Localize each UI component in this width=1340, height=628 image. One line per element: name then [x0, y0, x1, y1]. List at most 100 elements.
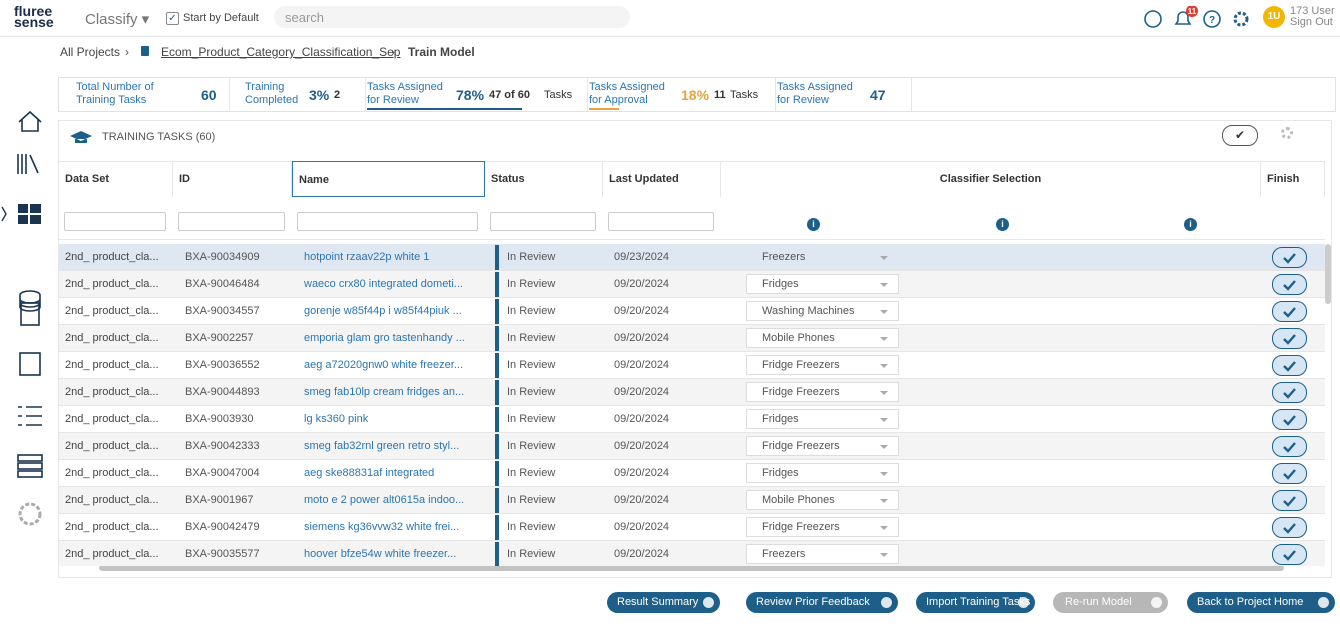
logo[interactable]: flureesense [14, 6, 54, 28]
column-filter[interactable] [608, 212, 714, 231]
breadcrumb-link[interactable]: All Projects [60, 45, 120, 59]
column-header[interactable]: Last Updated [603, 161, 721, 197]
name-cell[interactable]: hotpoint rzaav22p white 1 [304, 244, 479, 271]
finish-button[interactable] [1272, 328, 1307, 349]
classifier-dropdown[interactable]: Freezers [746, 544, 899, 564]
finish-button[interactable] [1272, 517, 1307, 538]
library-icon[interactable] [18, 154, 38, 174]
select-all-button[interactable]: ✔ [1222, 125, 1258, 146]
tasks-icon[interactable] [18, 407, 42, 425]
column-header[interactable]: Name [292, 161, 485, 197]
classifier-dropdown[interactable]: Fridge Freezers [746, 382, 899, 402]
name-cell[interactable]: smeg fab10lp cream fridges an... [304, 379, 479, 406]
v-scrollbar[interactable] [1325, 244, 1331, 304]
finish-button[interactable] [1272, 355, 1307, 376]
table-row[interactable]: 2nd_ product_cla...BXA-90044893smeg fab1… [59, 379, 1325, 406]
search-box[interactable]: search [274, 6, 630, 28]
name-cell[interactable]: moto e 2 power alt0615a indoo... [304, 487, 479, 514]
table-row[interactable]: 2nd_ product_cla...BXA-90036552aeg a7202… [59, 352, 1325, 379]
data-icon[interactable] [20, 291, 40, 311]
table-row[interactable]: 2nd_ product_cla...BXA-90042479siemens k… [59, 514, 1325, 541]
status-cell: In Review [507, 325, 597, 352]
stat-value: 78% [456, 87, 484, 103]
stat-card[interactable]: Tasks Assigned for Review78%47 of 60Task… [365, 78, 588, 111]
dataset-cell: 2nd_ product_cla... [65, 541, 169, 566]
panel-settings[interactable] [1281, 127, 1293, 139]
action-button[interactable]: Import Training Tasks [916, 592, 1035, 613]
column-header[interactable]: Finish [1261, 161, 1325, 197]
table-row[interactable]: 2nd_ product_cla...BXA-90035577hoover bf… [59, 541, 1325, 566]
date-cell: 09/20/2024 [614, 460, 714, 487]
notebook-icon[interactable] [20, 353, 40, 375]
checkbox[interactable]: ✓ [166, 12, 179, 25]
table-icon[interactable] [18, 455, 42, 461]
finish-button[interactable] [1272, 274, 1307, 295]
action-button[interactable]: Back to Project Home [1187, 592, 1335, 613]
stat-card[interactable]: Training Completed3%2 [243, 78, 366, 111]
classifier-dropdown[interactable]: Freezers [746, 247, 899, 267]
finish-button[interactable] [1272, 301, 1307, 322]
admin-icon[interactable] [20, 504, 40, 524]
stat-card[interactable]: Tasks Assigned for Review47 [775, 78, 912, 111]
stat-card[interactable]: Tasks Assigned for Approval18%11Tasks [587, 78, 776, 111]
action-button[interactable]: Review Prior Feedback [746, 592, 898, 613]
name-cell[interactable]: aeg a72020gnw0 white freezer... [304, 352, 479, 379]
name-cell[interactable]: aeg ske88831af integrated [304, 460, 479, 487]
table-row[interactable]: 2nd_ product_cla...BXA-90042333smeg fab3… [59, 433, 1325, 460]
name-cell[interactable]: gorenje w85f44p i w85f44piuk ... [304, 298, 479, 325]
classifier-dropdown[interactable]: Fridge Freezers [746, 355, 899, 375]
column-header[interactable]: Data Set [59, 161, 173, 197]
finish-button[interactable] [1272, 490, 1307, 511]
info-icon[interactable]: i [1184, 218, 1197, 231]
action-button[interactable]: Result Summary [607, 592, 720, 613]
column-header[interactable]: ID [173, 161, 292, 197]
table-row[interactable]: 2nd_ product_cla...BXA-9001967moto e 2 p… [59, 487, 1325, 514]
name-cell[interactable]: smeg fab32rnl green retro styl... [304, 433, 479, 460]
dataset-cell: 2nd_ product_cla... [65, 487, 169, 514]
status-marker [495, 326, 499, 351]
finish-button[interactable] [1272, 463, 1307, 484]
classifier-dropdown[interactable]: Mobile Phones [746, 490, 899, 510]
finish-button[interactable] [1272, 436, 1307, 457]
info-icon[interactable]: i [996, 218, 1009, 231]
finish-button[interactable] [1272, 409, 1307, 430]
info-icon[interactable]: i [807, 218, 820, 231]
table-row[interactable]: 2nd_ product_cla...BXA-90034909hotpoint … [59, 244, 1325, 271]
reports-icon[interactable] [1145, 11, 1161, 27]
classifier-dropdown[interactable]: Washing Machines [746, 301, 899, 321]
name-cell[interactable]: lg ks360 pink [304, 406, 479, 433]
classifier-dropdown[interactable]: Mobile Phones [746, 328, 899, 348]
column-filter[interactable] [490, 212, 596, 231]
sign-out[interactable]: Sign Out [1290, 17, 1335, 28]
table-row[interactable]: 2nd_ product_cla...BXA-9003930lg ks360 p… [59, 406, 1325, 433]
table-row[interactable]: 2nd_ product_cla...BXA-90034557gorenje w… [59, 298, 1325, 325]
settings-icon[interactable] [1235, 13, 1247, 25]
finish-button[interactable] [1272, 382, 1307, 403]
avatar[interactable]: 1U [1263, 6, 1285, 28]
action-button[interactable]: Re-run Model [1053, 592, 1168, 613]
column-filter[interactable] [297, 212, 478, 231]
classifier-dropdown[interactable]: Fridges [746, 274, 899, 294]
name-cell[interactable]: hoover bfze54w white freezer... [304, 541, 479, 566]
table-row[interactable]: 2nd_ product_cla...BXA-90046484waeco crx… [59, 271, 1325, 298]
finish-button[interactable] [1272, 247, 1307, 268]
name-cell[interactable]: waeco crx80 integrated dometi... [304, 271, 479, 298]
classifier-dropdown[interactable]: Fridge Freezers [746, 517, 899, 537]
classifier-dropdown[interactable]: Fridges [746, 409, 899, 429]
finish-button[interactable] [1272, 544, 1307, 565]
column-filter[interactable] [178, 212, 285, 231]
table-row[interactable]: 2nd_ product_cla...BXA-90047004aeg ske88… [59, 460, 1325, 487]
breadcrumb-link[interactable]: Ecom_Product_Category_Classification_Sep [161, 45, 400, 59]
name-cell[interactable]: siemens kg36vvw32 white frei... [304, 514, 479, 541]
dashboard-icon[interactable] [18, 204, 41, 224]
classifier-dropdown[interactable]: Fridge Freezers [746, 436, 899, 456]
classifier-dropdown[interactable]: Fridges [746, 463, 899, 483]
table-row[interactable]: 2nd_ product_cla...BXA-9002257emporia gl… [59, 325, 1325, 352]
stat-card[interactable]: Total Number of Training Tasks60 [59, 78, 230, 111]
app-switcher[interactable]: Classify ▾ [85, 10, 149, 28]
column-header[interactable]: Status [485, 161, 603, 197]
column-header[interactable]: Classifier Selection [721, 161, 1261, 197]
home-icon[interactable] [19, 112, 41, 131]
name-cell[interactable]: emporia glam gro tastenhandy ... [304, 325, 479, 352]
column-filter[interactable] [64, 212, 166, 231]
